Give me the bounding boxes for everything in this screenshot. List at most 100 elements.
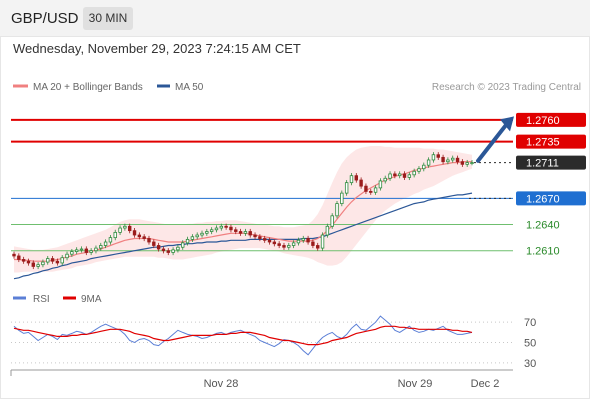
candle-body xyxy=(46,258,50,263)
candle-body xyxy=(291,242,296,246)
candle-body xyxy=(36,264,40,267)
candle-body xyxy=(60,257,64,264)
candle-body xyxy=(79,248,84,251)
candle-body xyxy=(209,229,214,232)
candle-body xyxy=(441,156,445,163)
rsi-tick-label: 50 xyxy=(524,338,536,350)
candle-body xyxy=(219,225,224,229)
candle-body xyxy=(200,232,204,236)
candle-body xyxy=(118,227,122,233)
candle-body xyxy=(460,161,465,165)
candle-body xyxy=(431,154,436,161)
rsi-panel: 70 50 30 xyxy=(11,315,536,370)
candle-body xyxy=(243,231,248,234)
rsi-tick-label: 70 xyxy=(524,317,536,329)
candle-body xyxy=(282,245,286,248)
forecast-arrow-head xyxy=(500,116,514,132)
candle-body xyxy=(344,182,349,194)
candle-body xyxy=(465,162,469,165)
candle-body xyxy=(12,253,16,257)
credit-text: Research © 2023 Trading Central xyxy=(432,82,581,93)
candle-body xyxy=(142,236,146,239)
candle-body xyxy=(195,234,199,238)
candle-body xyxy=(422,164,426,170)
candle-body xyxy=(349,175,354,184)
rsi-line xyxy=(13,315,473,356)
candle-body xyxy=(224,225,228,228)
candle-body xyxy=(451,157,455,161)
ma50-line xyxy=(13,192,473,280)
timeframe-button[interactable]: 30 MIN xyxy=(83,7,133,30)
candle-body xyxy=(417,168,421,172)
candle-body xyxy=(306,238,310,243)
candle-body xyxy=(354,175,358,181)
legend-rsi-label: RSI xyxy=(33,294,50,305)
rsi-ma9-line xyxy=(13,325,473,346)
candle-body xyxy=(74,249,79,252)
price-levels xyxy=(11,118,513,252)
candle-body xyxy=(113,231,117,239)
candle-body xyxy=(123,225,127,229)
legend-9ma-label: 9MA xyxy=(81,294,102,305)
candle-body xyxy=(373,187,378,193)
candle-body xyxy=(65,253,69,259)
price-level-label: 1.2610 xyxy=(526,246,560,258)
candle-body xyxy=(17,255,21,260)
candles xyxy=(12,152,474,270)
candle-body xyxy=(267,239,272,243)
candle-body xyxy=(147,238,151,243)
legend-ma50-label: MA 50 xyxy=(175,82,204,93)
price-level-label: 1.2735 xyxy=(526,137,560,149)
candle-body xyxy=(272,241,277,245)
price-level-tag xyxy=(516,112,586,127)
candle-body xyxy=(99,245,103,249)
candle-body xyxy=(21,259,26,262)
candle-body xyxy=(166,250,170,253)
candle-body xyxy=(301,238,305,241)
price-level-tag xyxy=(516,134,586,149)
candle-body xyxy=(205,231,209,234)
candle-body xyxy=(436,154,440,158)
candle-body xyxy=(108,237,113,243)
candle-body xyxy=(156,245,161,250)
candle-body xyxy=(277,243,281,246)
candle-body xyxy=(103,241,108,246)
price-level-label: 1.2711 xyxy=(526,158,559,170)
candle-body xyxy=(402,173,407,178)
price-level-label: 1.2640 xyxy=(526,220,560,232)
price-level-label: 1.2760 xyxy=(526,115,560,127)
candle-body xyxy=(176,246,180,251)
price-tags: 1.2760 1.2735 1.2711 1.2670 1.2640 1.2610 xyxy=(516,112,586,258)
candle-body xyxy=(89,250,93,253)
candle-body xyxy=(84,248,89,253)
candle-body xyxy=(128,225,132,232)
candle-body xyxy=(234,229,238,232)
candle-body xyxy=(412,170,416,176)
candle-body xyxy=(50,258,55,262)
symbol-title: GBP/USD xyxy=(11,10,79,27)
candle-body xyxy=(70,251,74,255)
candle-body xyxy=(238,231,243,234)
candle-body xyxy=(446,159,450,163)
candle-body xyxy=(161,248,166,252)
candle-body xyxy=(132,230,137,236)
candle-body xyxy=(455,157,460,163)
top-bar: GBP/USD 30 MIN xyxy=(0,0,590,36)
candle-body xyxy=(262,238,267,241)
candle-body xyxy=(388,173,392,179)
candle-body xyxy=(190,236,195,240)
x-tick-label: Nov 29 xyxy=(398,378,433,390)
forecast-arrow-shaft xyxy=(476,120,510,163)
rsi-tick-label: 30 xyxy=(524,358,536,370)
candle-body xyxy=(378,180,383,189)
candle-body xyxy=(55,260,60,264)
candle-body xyxy=(152,241,156,246)
candle-body xyxy=(369,190,373,193)
candle-body xyxy=(311,241,315,246)
candle-body xyxy=(470,162,474,164)
candle-body xyxy=(359,179,363,187)
candle-body xyxy=(248,231,252,236)
candle-body xyxy=(364,185,368,192)
candle-body xyxy=(253,234,257,238)
candle-body xyxy=(41,261,45,266)
